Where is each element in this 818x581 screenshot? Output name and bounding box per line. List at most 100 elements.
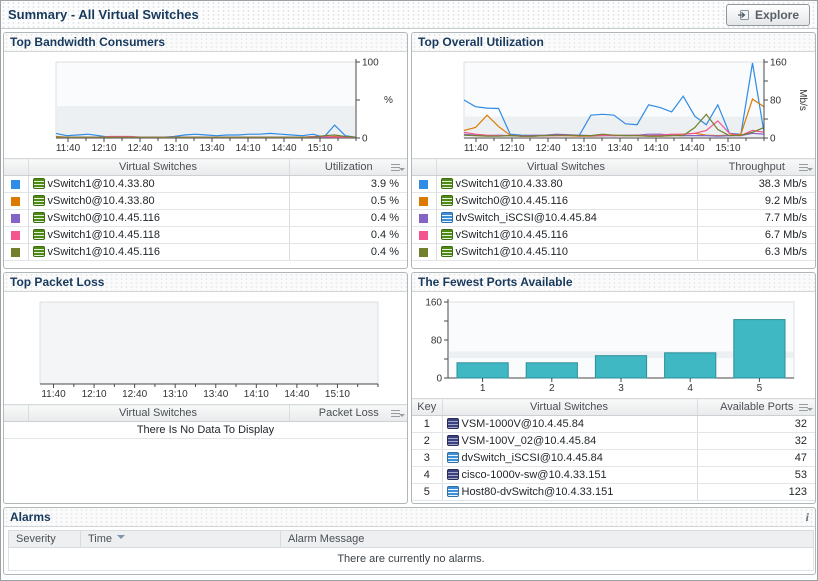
svg-text:14:10: 14:10: [235, 143, 260, 154]
available-ports-value: 47: [696, 449, 815, 467]
svg-text:12:40: 12:40: [535, 143, 560, 154]
series-color-swatch: [419, 196, 429, 206]
column-customizer-icon[interactable]: [391, 164, 405, 172]
col-throughput[interactable]: Throughput: [696, 158, 815, 176]
throughput-value: 38.3 Mb/s: [696, 175, 815, 193]
table-row[interactable]: vSwitch0@10.4.33.80 0.5 %: [4, 192, 407, 210]
table-row[interactable]: 4 cisco-1000v-sw@10.4.33.151 53: [412, 466, 815, 484]
vswitch-icon: [32, 246, 45, 257]
utilization-value: 0.5 %: [288, 192, 407, 210]
table-row[interactable]: dvSwitch_iSCSI@10.4.45.84 7.7 Mb/s: [412, 209, 815, 227]
svg-text:14:10: 14:10: [643, 143, 668, 154]
switch-name: Host80-dvSwitch@10.4.33.151: [461, 486, 614, 498]
panel-header: Top Packet Loss: [4, 273, 407, 292]
no-data-row: There Is No Data To Display: [4, 421, 407, 439]
column-customizer-icon[interactable]: [799, 164, 813, 172]
svg-text:14:40: 14:40: [271, 143, 296, 154]
vswitch-icon: [440, 195, 453, 206]
utilization-table: Virtual Switches Throughput vSwitch1@10.…: [412, 158, 815, 261]
vswitch-icon: [32, 195, 45, 206]
table-row[interactable]: vSwitch1@10.4.45.116 0.4 %: [4, 243, 407, 261]
available-ports-bar-chart[interactable]: 1 2 3 4 5 0 80 160: [412, 296, 814, 394]
series-color-swatch: [11, 196, 21, 206]
svg-text:13:40: 13:40: [607, 143, 632, 154]
col-time[interactable]: Time: [80, 530, 281, 548]
available-ports-value: 123: [696, 483, 815, 501]
table-row[interactable]: 3 dvSwitch_iSCSI@10.4.45.84 47: [412, 449, 815, 467]
table-row[interactable]: 1 VSM-1000V@10.4.45.84 32: [412, 415, 815, 433]
table-header-row: Virtual Switches Utilization: [4, 158, 407, 176]
table-row[interactable]: 5 Host80-dvSwitch@10.4.33.151 123: [412, 483, 815, 501]
svg-text:14:40: 14:40: [679, 143, 704, 154]
column-customizer-icon[interactable]: [799, 404, 813, 412]
svg-text:0: 0: [362, 134, 368, 145]
packet-loss-chart[interactable]: 11:40 12:10 12:40 13:10 13:40 14:10 14:40 15:10: [4, 296, 406, 400]
col-utilization[interactable]: Utilization: [288, 158, 407, 176]
svg-text:11:40: 11:40: [464, 143, 489, 154]
col-available-ports[interactable]: Available Ports: [696, 398, 815, 416]
table-row[interactable]: vSwitch1@10.4.45.116 6.7 Mb/s: [412, 226, 815, 244]
throughput-value: 6.7 Mb/s: [696, 226, 815, 244]
panel-header: Top Overall Utilization: [412, 33, 815, 52]
svg-text:11:40: 11:40: [41, 389, 66, 400]
col-severity[interactable]: Severity: [8, 530, 81, 548]
alarms-table: Severity Time Alarm Message There are cu…: [8, 530, 814, 571]
table-row[interactable]: vSwitch1@10.4.33.80 3.9 %: [4, 175, 407, 193]
svg-text:0: 0: [436, 374, 442, 385]
col-virtual-switches[interactable]: Virtual Switches: [27, 404, 289, 422]
switch-name: VSM-100V_02@10.4.45.84: [461, 435, 597, 447]
swatch-column-header: [4, 404, 28, 422]
table-row[interactable]: 2 VSM-100V_02@10.4.45.84 32: [412, 432, 815, 450]
panel-top-bandwidth-consumers: Top Bandwidth Consumers 11:40 12:10 12:40 1…: [3, 32, 408, 269]
svg-text:4: 4: [687, 383, 693, 394]
dashboard-grid: Top Bandwidth Consumers 11:40 12:10 12:40 1…: [1, 29, 817, 577]
panel-top-packet-loss: Top Packet Loss 11:40 12:10 12:40 13:10 13:4…: [3, 272, 408, 504]
switch-name: dvSwitch_iSCSI@10.4.45.84: [461, 452, 603, 464]
svg-text:13:10: 13:10: [163, 389, 188, 400]
dvswitch-icon: [446, 486, 459, 497]
explore-icon: [737, 10, 749, 20]
svg-text:1: 1: [480, 383, 486, 394]
no-data-message: There Is No Data To Display: [4, 421, 407, 439]
table-header-row: Virtual Switches Throughput: [412, 158, 815, 176]
explore-button[interactable]: Explore: [725, 3, 810, 26]
col-virtual-switches[interactable]: Virtual Switches: [435, 158, 697, 176]
svg-text:15:10: 15:10: [715, 143, 740, 154]
bandwidth-line-chart[interactable]: 11:40 12:10 12:40 13:10 13:40 14:10 14:40 15:10…: [4, 56, 406, 154]
table-row[interactable]: vSwitch1@10.4.45.118 0.4 %: [4, 226, 407, 244]
column-customizer-icon[interactable]: [391, 410, 405, 418]
table-row[interactable]: vSwitch0@10.4.45.116 9.2 Mb/s: [412, 192, 815, 210]
svg-text:15:10: 15:10: [307, 143, 332, 154]
bandwidth-table: Virtual Switches Utilization vSwitch1@10…: [4, 158, 407, 261]
info-icon[interactable]: i: [805, 509, 809, 524]
panel-header: Alarms i: [4, 508, 815, 527]
panel-title: Top Packet Loss: [10, 275, 105, 289]
switch-name: cisco-1000v-sw@10.4.33.151: [461, 469, 607, 481]
utilization-line-chart[interactable]: 11:40 12:10 12:40 13:10 13:40 14:10 14:40 15:10…: [412, 56, 814, 154]
table-header-row: Severity Time Alarm Message: [8, 530, 814, 548]
panel-title: The Fewest Ports Available: [418, 275, 573, 289]
switch-name: VSM-1000V@10.4.45.84: [461, 418, 584, 430]
col-packet-loss[interactable]: Packet Loss: [288, 404, 407, 422]
table-row[interactable]: vSwitch1@10.4.33.80 38.3 Mb/s: [412, 175, 815, 193]
series-color-swatch: [419, 230, 429, 240]
table-row[interactable]: vSwitch1@10.4.45.110 6.3 Mb/s: [412, 243, 815, 261]
vsm-switch-icon: [446, 469, 459, 480]
col-key[interactable]: Key: [412, 398, 442, 416]
series-color-swatch: [11, 213, 21, 223]
switch-name: vSwitch0@10.4.45.116: [47, 212, 160, 224]
col-virtual-switches[interactable]: Virtual Switches: [441, 398, 697, 416]
throughput-value: 9.2 Mb/s: [696, 192, 815, 210]
panel-top-overall-utilization: Top Overall Utilization 11:40 12:10 12:40 1…: [411, 32, 816, 269]
switch-name: vSwitch1@10.4.45.110: [455, 246, 568, 258]
col-virtual-switches[interactable]: Virtual Switches: [27, 158, 289, 176]
svg-text:12:10: 12:10: [499, 143, 524, 154]
vswitch-icon: [440, 229, 453, 240]
col-alarm-message[interactable]: Alarm Message: [280, 530, 814, 548]
row-key: 3: [412, 449, 442, 467]
switch-name: vSwitch1@10.4.45.116: [47, 246, 160, 258]
table-row[interactable]: vSwitch0@10.4.45.116 0.4 %: [4, 209, 407, 227]
switch-name: dvSwitch_iSCSI@10.4.45.84: [455, 212, 597, 224]
throughput-value: 6.3 Mb/s: [696, 243, 815, 261]
explore-button-label: Explore: [754, 7, 799, 22]
